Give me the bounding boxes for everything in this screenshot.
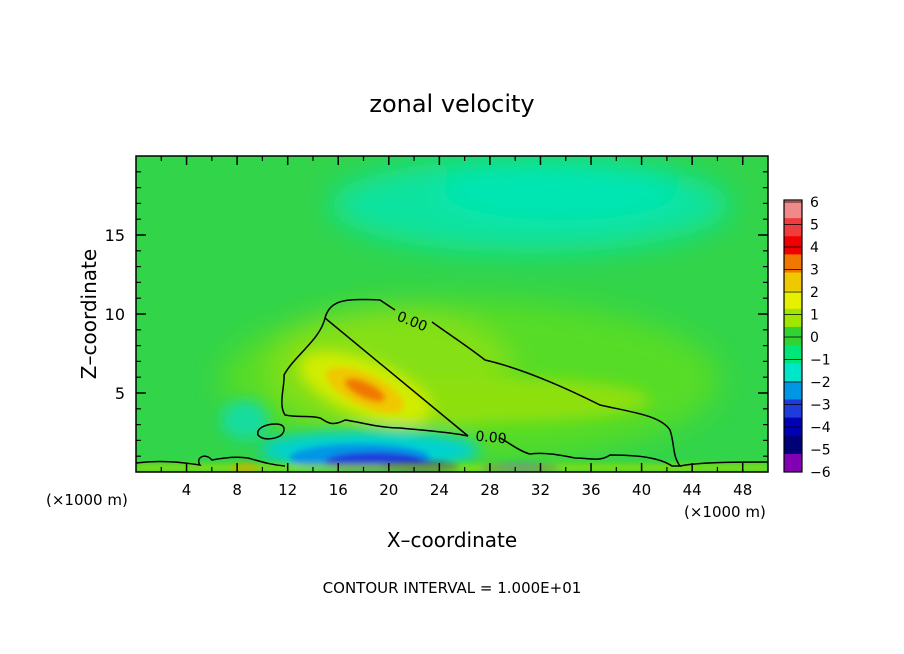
x-tick-label: 48 [733,481,752,499]
x-tick-label: 24 [430,481,449,499]
field-negative-upper-core [440,160,680,220]
x-axis-label: X–coordinate [387,528,517,552]
field-negative-left [221,400,269,440]
x-tick-label: 28 [480,481,499,499]
colorbar-swatch [784,290,802,310]
colorbar-swatch [784,218,802,237]
field-surface-band [136,464,768,472]
colorbar-label: −5 [810,443,831,459]
colorbar-label: 6 [810,195,819,211]
colorbar-swatch [784,453,802,473]
colorbar-label: −6 [810,465,831,481]
x-tick-label: 8 [232,481,242,499]
colorbar-swatch [784,236,802,255]
contour-zero-surface [136,455,768,467]
y-axis: 5 10 15 [105,171,768,457]
colorbar-label: 2 [810,285,819,301]
x-axis: 4 8 12 16 20 24 28 32 36 40 44 48 [160,156,752,499]
x-tick-label: 32 [531,481,550,499]
colorbar-label: 1 [810,308,819,324]
y-tick-label: 5 [115,384,125,403]
y-tick-label: 15 [105,226,125,245]
colorbar: 6 5 4 3 2 1 0 −1 −2 −3 −4 −5 −6 [783,195,831,481]
x-tick-label: 36 [581,481,600,499]
colorbar-swatch [784,254,802,274]
colorbar-swatch [784,326,802,346]
x-tick-label: 40 [632,481,651,499]
x-tick-label: 16 [329,481,348,499]
colorbar-label: 3 [810,263,819,279]
colorbar-swatch [784,345,802,364]
contour-lines [136,298,768,467]
contour-label: 0.00 [475,429,507,448]
contour-zero-main [281,298,682,467]
contour-interval-annotation: CONTOUR INTERVAL = 1.000E+01 [323,579,582,597]
colorbar-label: 5 [810,218,819,234]
colorbar-label: −2 [810,375,831,391]
chart-title: zonal velocity [369,90,534,118]
contour-zero-island [257,423,285,440]
y-tick-label: 10 [105,305,125,324]
field-max-core [344,378,386,402]
x-unit-left: (×1000 m) [46,491,128,509]
colorbar-swatch [784,399,802,419]
x-tick-label: 44 [683,481,702,499]
heatmap-field [136,156,768,472]
colorbar-swatch [784,381,802,400]
x-tick-label: 20 [379,481,398,499]
colorbar-swatch [784,200,802,219]
colorbar-swatch [784,272,802,292]
x-tick-label: 4 [182,481,192,499]
colorbar-swatch [784,435,802,455]
colorbar-label: −1 [810,353,831,369]
y-axis-label: Z–coordinate [77,249,101,379]
colorbar-swatch [784,308,802,328]
x-tick-label: 12 [278,481,297,499]
colorbar-label: −3 [810,398,831,414]
colorbar-swatch [784,363,802,382]
colorbar-label: 0 [810,330,819,346]
x-unit-right: (×1000 m) [684,503,766,521]
colorbar-label: 4 [810,240,819,256]
colorbar-label: −4 [810,420,831,436]
